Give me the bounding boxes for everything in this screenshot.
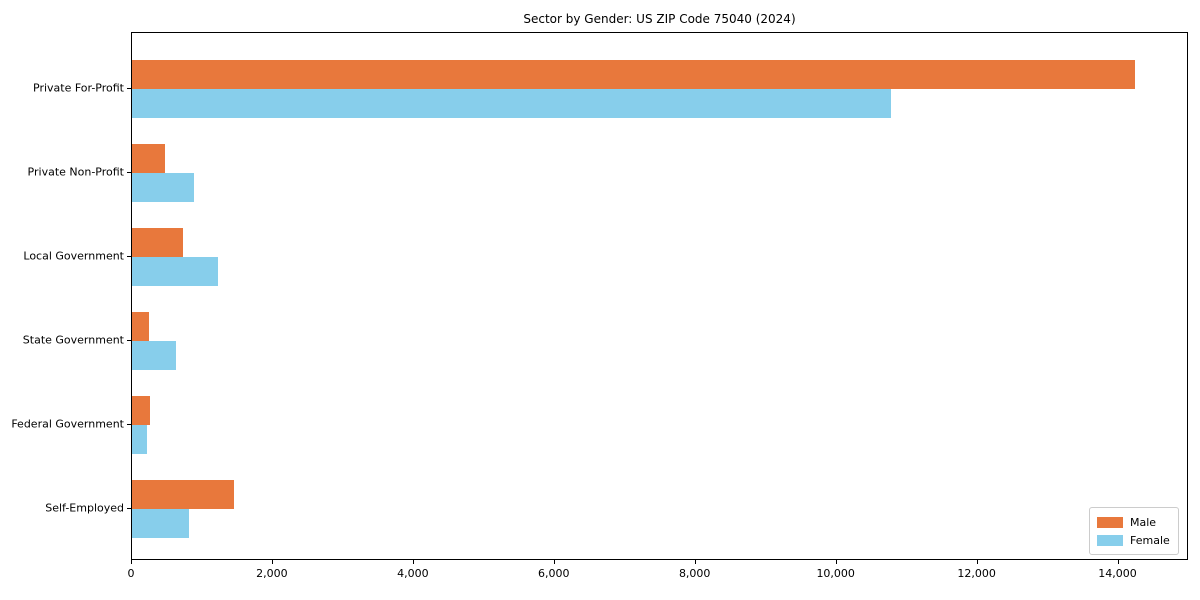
legend: Male Female (1089, 507, 1179, 555)
bar-female-self-employed (132, 509, 189, 538)
bar-female-state-government (132, 341, 176, 370)
y-axis-tick (127, 340, 131, 341)
x-axis-tick-label: 4,000 (397, 567, 429, 580)
y-axis-tick (127, 88, 131, 89)
bar-female-private-for-profit (132, 89, 891, 118)
x-axis-tick-label: 12,000 (957, 567, 996, 580)
legend-item-female: Female (1097, 531, 1171, 549)
bar-male-state-government (132, 312, 149, 341)
bar-female-private-non-profit (132, 173, 194, 202)
bar-male-local-government (132, 228, 184, 257)
x-axis-tick (131, 560, 132, 564)
bar-male-private-non-profit (132, 144, 166, 173)
y-axis-label-self-employed: Self-Employed (45, 501, 124, 515)
x-axis-tick (553, 560, 555, 564)
y-axis-tick (127, 256, 131, 257)
y-axis-tick (127, 172, 131, 173)
x-axis-tick (694, 560, 696, 564)
chart-title: Sector by Gender: US ZIP Code 75040 (202… (523, 12, 796, 26)
legend-label-female: Female (1130, 533, 1170, 547)
y-axis-label-local-government: Local Government (23, 249, 124, 263)
x-axis-tick-label: 6,000 (538, 567, 570, 580)
legend-label-male: Male (1130, 515, 1157, 529)
bar-male-self-employed (132, 480, 234, 509)
plot-area (131, 32, 1188, 560)
x-axis-tick-label: 10,000 (816, 567, 855, 580)
y-axis-tick (127, 508, 131, 509)
legend-swatch-female (1097, 534, 1123, 546)
x-axis-tick (835, 560, 837, 564)
bar-female-local-government (132, 257, 218, 286)
y-axis-tick (127, 424, 131, 425)
bar-male-federal-government (132, 396, 151, 425)
x-axis-tick-label: 8,000 (678, 567, 711, 580)
x-axis-tick-label: 2,000 (256, 567, 288, 580)
y-axis-label-private-non-profit: Private Non-Profit (27, 165, 124, 179)
x-axis-tick (976, 560, 978, 564)
x-axis-tick-label: 0 (127, 567, 135, 580)
bar-male-private-for-profit (132, 60, 1136, 89)
x-axis-tick-label: 14,000 (1098, 567, 1137, 580)
y-axis-label-federal-government: Federal Government (11, 417, 124, 431)
x-axis-tick (412, 560, 414, 564)
bar-female-federal-government (132, 425, 148, 454)
legend-swatch-male (1097, 516, 1123, 528)
x-axis-tick (1117, 560, 1119, 564)
x-axis-tick (271, 560, 273, 564)
legend-item-male: Male (1097, 513, 1171, 531)
y-axis-label-private-for-profit: Private For-Profit (33, 81, 124, 95)
y-axis-label-state-government: State Government (22, 333, 124, 347)
